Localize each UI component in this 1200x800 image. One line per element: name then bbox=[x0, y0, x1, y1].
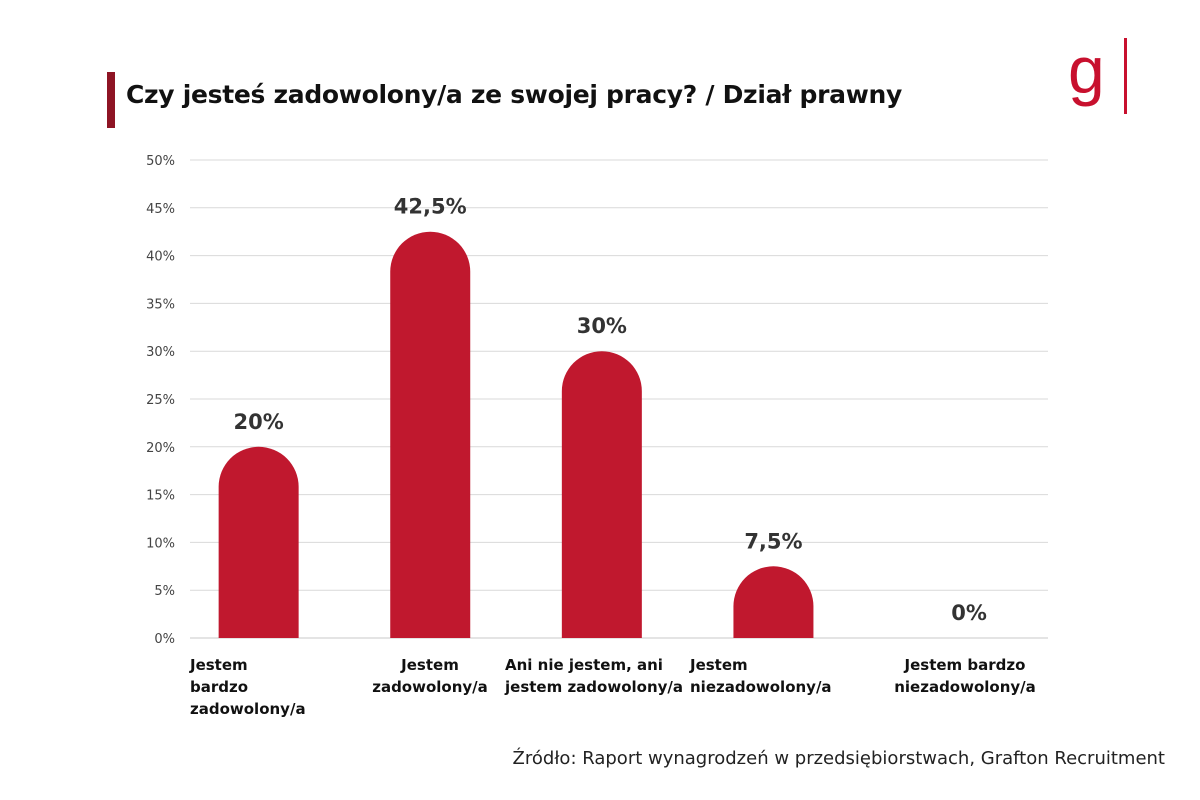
x-category-label-line: jestem zadowolony/a bbox=[505, 678, 684, 696]
x-category-label: Jestem zadowolony/a bbox=[350, 654, 510, 698]
bar bbox=[561, 351, 642, 638]
data-label: 0% bbox=[951, 601, 987, 625]
page-title: Czy jesteś zadowolony/a ze swojej pracy?… bbox=[126, 80, 903, 109]
x-category-label-line: bardzo bbox=[190, 678, 249, 696]
x-category-label-line: Jestem bardzo bbox=[904, 656, 1026, 674]
x-category-label-line: Jestem bbox=[401, 656, 459, 674]
x-category-label: Jestem bardzo zadowolony/a bbox=[190, 654, 330, 720]
y-tick-label: 50% bbox=[146, 154, 175, 169]
x-category-label-line: Ani nie jestem, ani bbox=[505, 656, 663, 674]
data-label: 30% bbox=[577, 314, 627, 338]
y-tick-label: 10% bbox=[146, 536, 175, 551]
x-category-label-line: Jestem bbox=[190, 656, 248, 674]
bar bbox=[733, 566, 814, 638]
logo-divider bbox=[1124, 38, 1127, 114]
y-tick-label: 0% bbox=[154, 632, 175, 647]
y-tick-label: 20% bbox=[146, 441, 175, 456]
x-category-label-line: niezadowolony/a bbox=[894, 678, 1036, 696]
data-label: 7,5% bbox=[744, 529, 802, 553]
x-category-label-line: niezadowolony/a bbox=[690, 678, 832, 696]
x-category-label-line: zadowolony/a bbox=[190, 700, 306, 718]
x-category-label-line: zadowolony/a bbox=[372, 678, 488, 696]
y-tick-label: 45% bbox=[146, 202, 175, 217]
y-tick-label: 15% bbox=[146, 489, 175, 504]
y-tick-label: 35% bbox=[146, 297, 175, 312]
x-category-label: Jestem niezadowolony/a bbox=[690, 654, 870, 698]
x-category-label: Ani nie jestem, ani jestem zadowolony/a bbox=[505, 654, 715, 698]
data-label: 42,5% bbox=[394, 195, 467, 219]
bar bbox=[218, 446, 299, 638]
data-label: 20% bbox=[234, 410, 284, 434]
bar bbox=[390, 231, 471, 638]
y-tick-label: 5% bbox=[154, 584, 175, 599]
title-accent-bar bbox=[107, 72, 115, 128]
x-category-label-line: Jestem bbox=[690, 656, 748, 674]
source-note: Źródło: Raport wynagrodzeń w przedsiębio… bbox=[512, 748, 1165, 769]
y-tick-label: 30% bbox=[146, 345, 175, 360]
grafton-logo: g bbox=[1068, 30, 1148, 120]
logo-letter: g bbox=[1068, 33, 1105, 107]
x-category-label: Jestem bardzo niezadowolony/a bbox=[870, 654, 1060, 698]
y-tick-label: 25% bbox=[146, 393, 175, 408]
y-tick-label: 40% bbox=[146, 250, 175, 265]
